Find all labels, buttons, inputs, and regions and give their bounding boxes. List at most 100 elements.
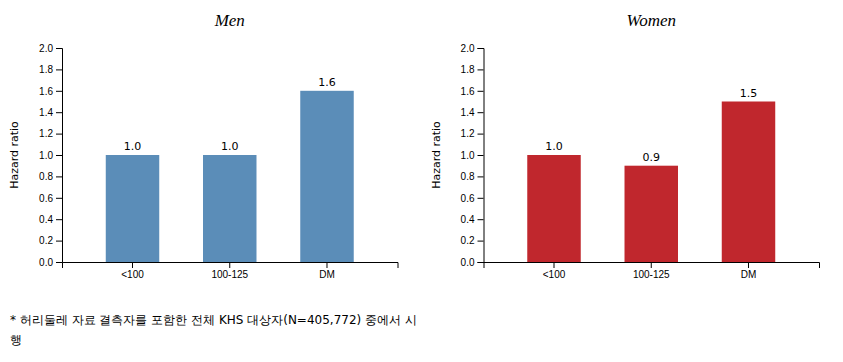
y-tick-label: 1.6: [461, 86, 475, 97]
y-tick-label: 0.6: [461, 193, 475, 204]
y-tick-mark: [478, 198, 484, 199]
panel: Men 0.0 0.2 0.4 0.6 0.8 1.0 1.2 1.4 1.6 1.8 2.0 Haza…: [8, 11, 398, 280]
y-tick: 1.4: [461, 107, 484, 118]
y-tick: 0.0: [461, 257, 484, 268]
bar: [106, 155, 159, 262]
y-tick: 0.8: [39, 171, 62, 182]
y-tick-mark: [56, 155, 62, 156]
data-label: 1.0: [545, 140, 563, 153]
y-tick-mark: [56, 176, 62, 177]
bar: [203, 155, 256, 262]
y-tick: 0.2: [461, 235, 484, 246]
y-tick-mark: [478, 241, 484, 242]
y-tick-mark: [56, 198, 62, 199]
y-tick-mark: [56, 48, 62, 49]
x-tick-label: <100: [121, 269, 144, 280]
y-axis-line: [56, 49, 63, 263]
y-tick: 1.0: [39, 150, 62, 161]
x-tick-mark: [132, 262, 133, 268]
y-tick-label: 1.0: [461, 150, 475, 161]
x-axis: <100 100-125 DM: [484, 262, 820, 280]
chart-title: Women: [627, 11, 676, 30]
y-tick: 1.0: [461, 150, 484, 161]
y-tick: 0.2: [39, 235, 62, 246]
data-label: 1.5: [740, 87, 758, 100]
y-tick-label: 0.2: [39, 235, 53, 246]
y-tick: 1.8: [461, 64, 484, 75]
y-tick-mark: [56, 112, 62, 113]
y-tick-mark: [478, 155, 484, 156]
y-tick-mark: [56, 262, 62, 263]
y-axis-title: Hazard ratio: [430, 121, 443, 189]
y-tick: 1.4: [39, 107, 62, 118]
y-tick-label: 1.8: [461, 64, 475, 75]
data-label: 0.9: [643, 151, 661, 164]
x-tick: DM: [319, 262, 335, 280]
chart-title: Men: [214, 11, 245, 30]
footnote: * 허리둘레 자료 결측자를 포함한 전체 KHS 대상자(N=405,772)…: [10, 313, 417, 347]
y-tick-mark: [478, 134, 484, 135]
data-label: 1.6: [318, 76, 336, 89]
y-tick: 1.6: [461, 86, 484, 97]
y-tick-label: 2.0: [39, 43, 53, 54]
y-axis: 0.0 0.2 0.4 0.6 0.8 1.0 1.2 1.4 1.6 1.8 2.0: [39, 43, 62, 268]
x-tick: 100-125: [211, 262, 248, 280]
footnote-line: * 허리둘레 자료 결측자를 포함한 전체 KHS 대상자(N=405,772)…: [10, 313, 417, 327]
y-tick-mark: [478, 219, 484, 220]
data-labels: 1.0 0.9 1.5: [545, 87, 757, 164]
bar: [527, 155, 580, 262]
y-tick-label: 0.8: [39, 171, 53, 182]
y-tick-label: 1.4: [461, 107, 475, 118]
y-tick: 0.6: [461, 193, 484, 204]
bars: [106, 91, 354, 262]
y-tick-label: 0.4: [461, 214, 475, 225]
x-axis-line: [63, 263, 399, 269]
y-tick: 1.8: [39, 64, 62, 75]
y-tick-label: 2.0: [461, 43, 475, 54]
x-tick-mark: [748, 262, 749, 268]
x-axis-line: [484, 263, 820, 269]
y-tick: 1.6: [39, 86, 62, 97]
y-tick-label: 1.2: [39, 128, 53, 139]
y-tick-label: 1.4: [39, 107, 53, 118]
y-tick-mark: [478, 112, 484, 113]
x-tick-label: 100-125: [211, 269, 248, 280]
data-label: 1.0: [124, 140, 142, 153]
y-tick: 0.6: [39, 193, 62, 204]
x-tick-mark: [651, 262, 652, 268]
y-tick-mark: [56, 69, 62, 70]
y-tick: 0.4: [461, 214, 484, 225]
y-tick-label: 0.6: [39, 193, 53, 204]
y-tick-label: 1.0: [39, 150, 53, 161]
y-tick-mark: [478, 262, 484, 263]
x-tick-label: 100-125: [633, 269, 670, 280]
y-tick-mark: [56, 219, 62, 220]
data-labels: 1.0 1.0 1.6: [124, 76, 336, 153]
y-axis-title: Hazard ratio: [8, 121, 21, 189]
y-tick-label: 0.0: [39, 257, 53, 268]
y-tick: 0.4: [39, 214, 62, 225]
x-tick: DM: [741, 262, 757, 280]
y-tick: 2.0: [461, 43, 484, 54]
x-tick: <100: [121, 262, 144, 280]
y-tick-mark: [56, 241, 62, 242]
y-axis-line: [478, 49, 485, 263]
bar: [625, 166, 678, 262]
y-tick-mark: [478, 69, 484, 70]
x-tick: <100: [543, 262, 566, 280]
data-label: 1.0: [221, 140, 239, 153]
y-tick: 0.8: [461, 171, 484, 182]
y-tick-label: 0.8: [461, 171, 475, 182]
y-tick-mark: [478, 176, 484, 177]
y-tick: 1.2: [39, 128, 62, 139]
y-tick-label: 1.6: [39, 86, 53, 97]
x-axis: <100 100-125 DM: [63, 262, 399, 280]
y-tick-label: 1.8: [39, 64, 53, 75]
x-tick-mark: [554, 262, 555, 268]
panel: Women 0.0 0.2 0.4 0.6 0.8 1.0 1.2 1.4 1.6 1.8 2.0 Ha…: [430, 11, 820, 280]
x-tick-label: DM: [741, 269, 757, 280]
y-tick: 2.0: [39, 43, 62, 54]
y-tick: 1.2: [461, 128, 484, 139]
y-tick-label: 0.0: [461, 257, 475, 268]
y-tick-mark: [56, 91, 62, 92]
